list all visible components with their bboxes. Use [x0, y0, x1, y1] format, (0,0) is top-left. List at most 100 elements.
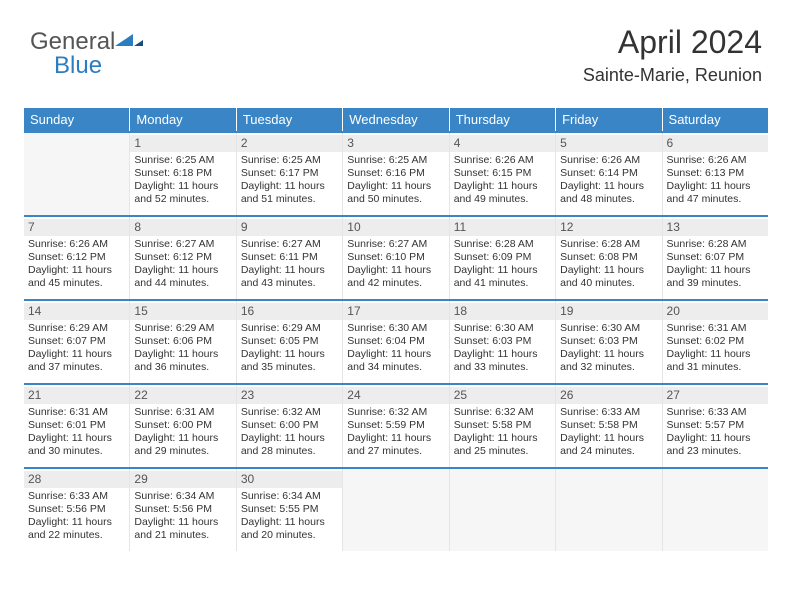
day-cell: 11Sunrise: 6:28 AMSunset: 6:09 PMDayligh…	[450, 217, 556, 299]
day-number: 10	[343, 219, 448, 236]
sunrise-line: Sunrise: 6:29 AM	[28, 322, 125, 335]
week-row: 28Sunrise: 6:33 AMSunset: 5:56 PMDayligh…	[24, 467, 768, 551]
week-row: 7Sunrise: 6:26 AMSunset: 6:12 PMDaylight…	[24, 215, 768, 299]
daylight-line: Daylight: 11 hours and 35 minutes.	[241, 348, 338, 374]
sunrise-line: Sunrise: 6:27 AM	[347, 238, 444, 251]
sunrise-line: Sunrise: 6:26 AM	[667, 154, 764, 167]
daylight-line: Daylight: 11 hours and 50 minutes.	[347, 180, 444, 206]
daylight-line: Daylight: 11 hours and 30 minutes.	[28, 432, 125, 458]
sunrise-line: Sunrise: 6:34 AM	[241, 490, 338, 503]
day-cell: 8Sunrise: 6:27 AMSunset: 6:12 PMDaylight…	[130, 217, 236, 299]
sunrise-line: Sunrise: 6:28 AM	[454, 238, 551, 251]
daylight-line: Daylight: 11 hours and 21 minutes.	[134, 516, 231, 542]
day-number: 4	[450, 135, 555, 152]
sunrise-line: Sunrise: 6:31 AM	[134, 406, 231, 419]
daylight-line: Daylight: 11 hours and 51 minutes.	[241, 180, 338, 206]
daylight-line: Daylight: 11 hours and 47 minutes.	[667, 180, 764, 206]
daylight-line: Daylight: 11 hours and 48 minutes.	[560, 180, 657, 206]
sunset-line: Sunset: 5:56 PM	[134, 503, 231, 516]
day-cell: 27Sunrise: 6:33 AMSunset: 5:57 PMDayligh…	[663, 385, 768, 467]
sunset-line: Sunset: 6:04 PM	[347, 335, 444, 348]
day-cell: 5Sunrise: 6:26 AMSunset: 6:14 PMDaylight…	[556, 133, 662, 215]
day-cell: 18Sunrise: 6:30 AMSunset: 6:03 PMDayligh…	[450, 301, 556, 383]
sunset-line: Sunset: 5:58 PM	[454, 419, 551, 432]
sunset-line: Sunset: 5:59 PM	[347, 419, 444, 432]
daylight-line: Daylight: 11 hours and 39 minutes.	[667, 264, 764, 290]
sunset-line: Sunset: 6:10 PM	[347, 251, 444, 264]
daylight-line: Daylight: 11 hours and 33 minutes.	[454, 348, 551, 374]
day-number: 17	[343, 303, 448, 320]
daylight-line: Daylight: 11 hours and 37 minutes.	[28, 348, 125, 374]
sunset-line: Sunset: 6:00 PM	[134, 419, 231, 432]
day-cell: 17Sunrise: 6:30 AMSunset: 6:04 PMDayligh…	[343, 301, 449, 383]
daylight-line: Daylight: 11 hours and 43 minutes.	[241, 264, 338, 290]
sunset-line: Sunset: 6:05 PM	[241, 335, 338, 348]
sunset-line: Sunset: 6:15 PM	[454, 167, 551, 180]
logo-text-blue: Blue	[54, 52, 102, 79]
sunset-line: Sunset: 6:01 PM	[28, 419, 125, 432]
day-cell: 29Sunrise: 6:34 AMSunset: 5:56 PMDayligh…	[130, 469, 236, 551]
sunrise-line: Sunrise: 6:33 AM	[667, 406, 764, 419]
day-cell: 25Sunrise: 6:32 AMSunset: 5:58 PMDayligh…	[450, 385, 556, 467]
sunset-line: Sunset: 6:07 PM	[667, 251, 764, 264]
sunrise-line: Sunrise: 6:30 AM	[454, 322, 551, 335]
day-number: 1	[130, 135, 235, 152]
day-cell-empty	[24, 133, 130, 215]
daylight-line: Daylight: 11 hours and 41 minutes.	[454, 264, 551, 290]
sunrise-line: Sunrise: 6:26 AM	[454, 154, 551, 167]
daylight-line: Daylight: 11 hours and 32 minutes.	[560, 348, 657, 374]
day-cell: 13Sunrise: 6:28 AMSunset: 6:07 PMDayligh…	[663, 217, 768, 299]
month-title: April 2024	[583, 24, 762, 61]
day-cell: 14Sunrise: 6:29 AMSunset: 6:07 PMDayligh…	[24, 301, 130, 383]
day-cell: 16Sunrise: 6:29 AMSunset: 6:05 PMDayligh…	[237, 301, 343, 383]
sunrise-line: Sunrise: 6:31 AM	[667, 322, 764, 335]
day-cell: 12Sunrise: 6:28 AMSunset: 6:08 PMDayligh…	[556, 217, 662, 299]
day-number: 6	[663, 135, 768, 152]
day-number: 22	[130, 387, 235, 404]
sunset-line: Sunset: 6:02 PM	[667, 335, 764, 348]
daylight-line: Daylight: 11 hours and 52 minutes.	[134, 180, 231, 206]
dow-cell: Monday	[130, 108, 236, 131]
day-of-week-header: SundayMondayTuesdayWednesdayThursdayFrid…	[24, 108, 768, 131]
day-cell: 15Sunrise: 6:29 AMSunset: 6:06 PMDayligh…	[130, 301, 236, 383]
dow-cell: Thursday	[450, 108, 556, 131]
daylight-line: Daylight: 11 hours and 44 minutes.	[134, 264, 231, 290]
sunrise-line: Sunrise: 6:25 AM	[347, 154, 444, 167]
sunrise-line: Sunrise: 6:32 AM	[347, 406, 444, 419]
sunrise-line: Sunrise: 6:28 AM	[560, 238, 657, 251]
daylight-line: Daylight: 11 hours and 34 minutes.	[347, 348, 444, 374]
sunset-line: Sunset: 5:55 PM	[241, 503, 338, 516]
day-number: 20	[663, 303, 768, 320]
day-number: 15	[130, 303, 235, 320]
daylight-line: Daylight: 11 hours and 25 minutes.	[454, 432, 551, 458]
day-cell: 6Sunrise: 6:26 AMSunset: 6:13 PMDaylight…	[663, 133, 768, 215]
daylight-line: Daylight: 11 hours and 36 minutes.	[134, 348, 231, 374]
sunset-line: Sunset: 6:03 PM	[454, 335, 551, 348]
day-number: 19	[556, 303, 661, 320]
day-cell: 30Sunrise: 6:34 AMSunset: 5:55 PMDayligh…	[237, 469, 343, 551]
sunset-line: Sunset: 6:14 PM	[560, 167, 657, 180]
day-cell: 24Sunrise: 6:32 AMSunset: 5:59 PMDayligh…	[343, 385, 449, 467]
sunset-line: Sunset: 6:12 PM	[134, 251, 231, 264]
day-number: 13	[663, 219, 768, 236]
day-cell-empty	[450, 469, 556, 551]
sunrise-line: Sunrise: 6:31 AM	[28, 406, 125, 419]
dow-cell: Wednesday	[343, 108, 449, 131]
sunset-line: Sunset: 6:09 PM	[454, 251, 551, 264]
sunrise-line: Sunrise: 6:25 AM	[134, 154, 231, 167]
sunrise-line: Sunrise: 6:25 AM	[241, 154, 338, 167]
daylight-line: Daylight: 11 hours and 45 minutes.	[28, 264, 125, 290]
daylight-line: Daylight: 11 hours and 27 minutes.	[347, 432, 444, 458]
sunset-line: Sunset: 6:11 PM	[241, 251, 338, 264]
sunrise-line: Sunrise: 6:32 AM	[454, 406, 551, 419]
daylight-line: Daylight: 11 hours and 40 minutes.	[560, 264, 657, 290]
day-number: 7	[24, 219, 129, 236]
daylight-line: Daylight: 11 hours and 23 minutes.	[667, 432, 764, 458]
sunrise-line: Sunrise: 6:34 AM	[134, 490, 231, 503]
daylight-line: Daylight: 11 hours and 29 minutes.	[134, 432, 231, 458]
sunset-line: Sunset: 6:06 PM	[134, 335, 231, 348]
dow-cell: Tuesday	[237, 108, 343, 131]
day-cell: 4Sunrise: 6:26 AMSunset: 6:15 PMDaylight…	[450, 133, 556, 215]
day-number: 27	[663, 387, 768, 404]
sunset-line: Sunset: 6:12 PM	[28, 251, 125, 264]
